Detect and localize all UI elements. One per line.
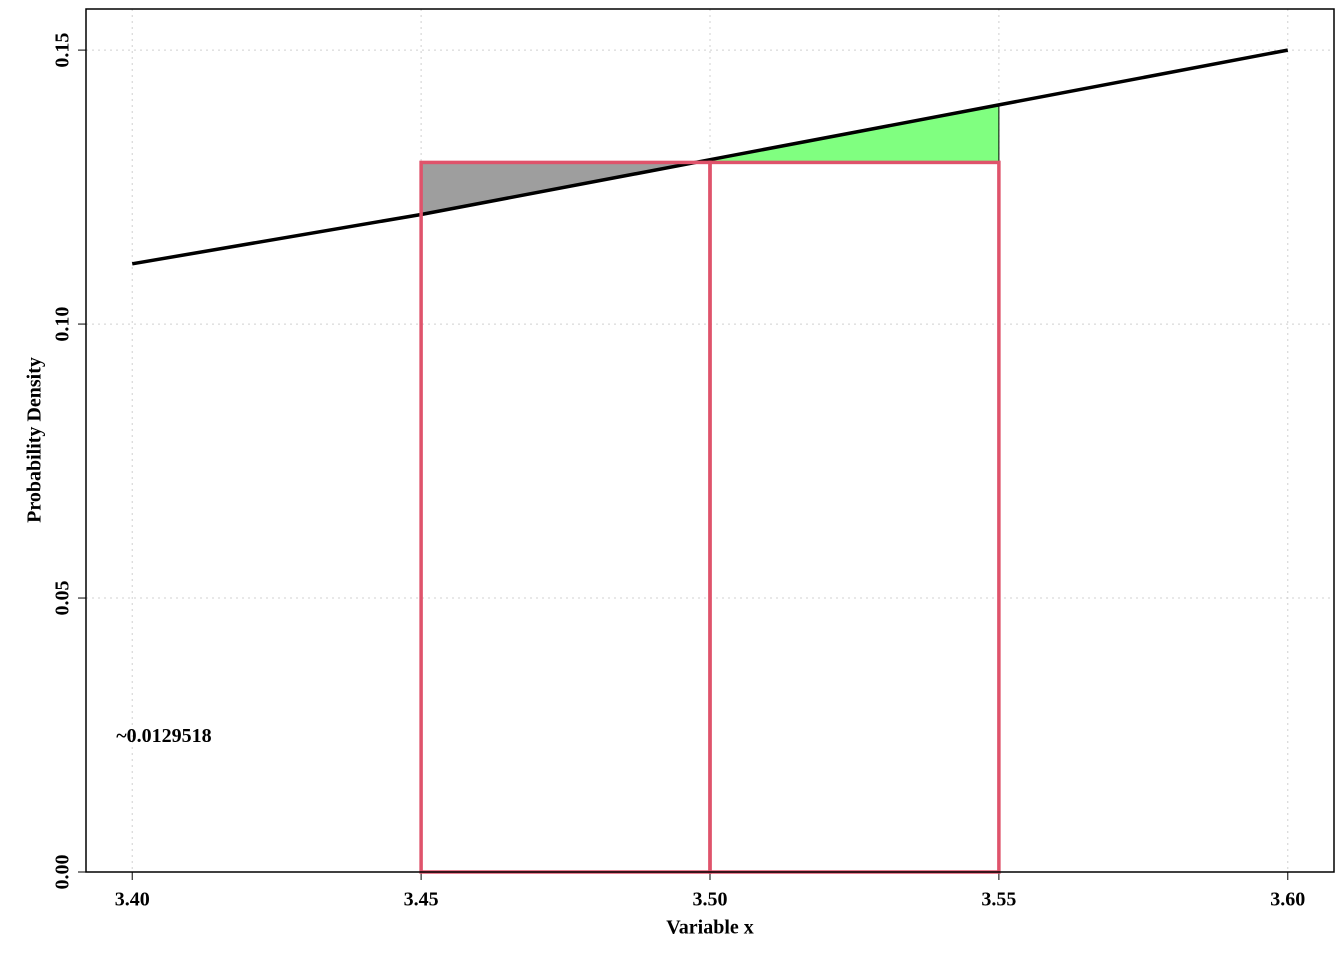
y-tick-label: 0.00: [52, 855, 74, 890]
x-tick-label: 3.40: [115, 889, 150, 911]
y-tick-label: 0.15: [52, 33, 74, 68]
x-tick-label: 3.50: [693, 889, 728, 911]
y-tick-label: 0.05: [52, 581, 74, 616]
rectangle: [419, 160, 712, 874]
annotation: ~0.0129518: [116, 725, 211, 747]
x-axis-label: Variable x: [666, 917, 754, 939]
rectangle: [708, 160, 1001, 874]
plot-frame: [85, 8, 1335, 873]
x-tick-label: 3.55: [981, 889, 1016, 911]
x-tick-label: 3.45: [404, 889, 439, 911]
density-line: [131, 48, 1289, 266]
x-tick-label: 3.60: [1270, 889, 1305, 911]
y-tick-label: 0.10: [52, 307, 74, 342]
y-axis-label: Probability Density: [24, 357, 46, 523]
